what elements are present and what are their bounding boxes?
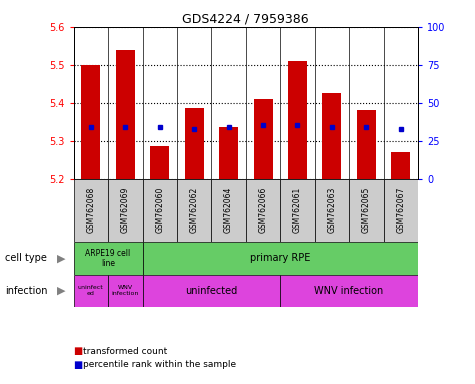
Bar (142, 242, 418, 275)
Bar (288, 61, 307, 179)
Bar (357, 110, 376, 179)
Bar (142, 275, 280, 307)
Text: GSM762069: GSM762069 (121, 187, 130, 233)
Bar (391, 152, 410, 179)
Bar (219, 127, 238, 179)
Text: ■: ■ (74, 360, 83, 370)
Text: percentile rank within the sample: percentile rank within the sample (83, 360, 236, 369)
Text: transformed count: transformed count (83, 347, 167, 356)
Bar (280, 179, 314, 242)
Bar (314, 179, 349, 242)
Bar (74, 275, 108, 307)
Bar (323, 93, 342, 179)
Text: WNV
infection: WNV infection (112, 285, 139, 296)
Text: GSM762066: GSM762066 (258, 187, 267, 233)
Bar (280, 275, 418, 307)
Bar (254, 99, 273, 179)
Text: GSM762065: GSM762065 (362, 187, 371, 233)
Bar (108, 179, 142, 242)
Text: uninfect
ed: uninfect ed (78, 285, 104, 296)
Bar (349, 179, 384, 242)
Bar (211, 179, 246, 242)
Text: cell type: cell type (5, 253, 47, 263)
Bar (150, 146, 169, 179)
Text: GSM762060: GSM762060 (155, 187, 164, 233)
Bar (246, 179, 280, 242)
Text: GSM762068: GSM762068 (86, 187, 95, 233)
Bar (74, 242, 142, 275)
Text: GSM762062: GSM762062 (190, 187, 199, 233)
Text: ■: ■ (74, 346, 83, 356)
Text: GSM762063: GSM762063 (327, 187, 336, 233)
Bar (108, 275, 142, 307)
Text: GSM762061: GSM762061 (293, 187, 302, 233)
Text: ▶: ▶ (57, 286, 65, 296)
Text: ARPE19 cell
line: ARPE19 cell line (86, 248, 131, 268)
Bar (116, 50, 135, 179)
Bar (384, 179, 418, 242)
Bar (81, 65, 100, 179)
Bar (185, 108, 204, 179)
Title: GDS4224 / 7959386: GDS4224 / 7959386 (182, 13, 309, 26)
Text: GSM762064: GSM762064 (224, 187, 233, 233)
Text: GSM762067: GSM762067 (396, 187, 405, 233)
Text: primary RPE: primary RPE (250, 253, 311, 263)
Text: uninfected: uninfected (185, 286, 238, 296)
Text: ▶: ▶ (57, 253, 65, 263)
Bar (177, 179, 211, 242)
Text: infection: infection (5, 286, 47, 296)
Bar (74, 179, 108, 242)
Bar (142, 179, 177, 242)
Text: WNV infection: WNV infection (314, 286, 384, 296)
